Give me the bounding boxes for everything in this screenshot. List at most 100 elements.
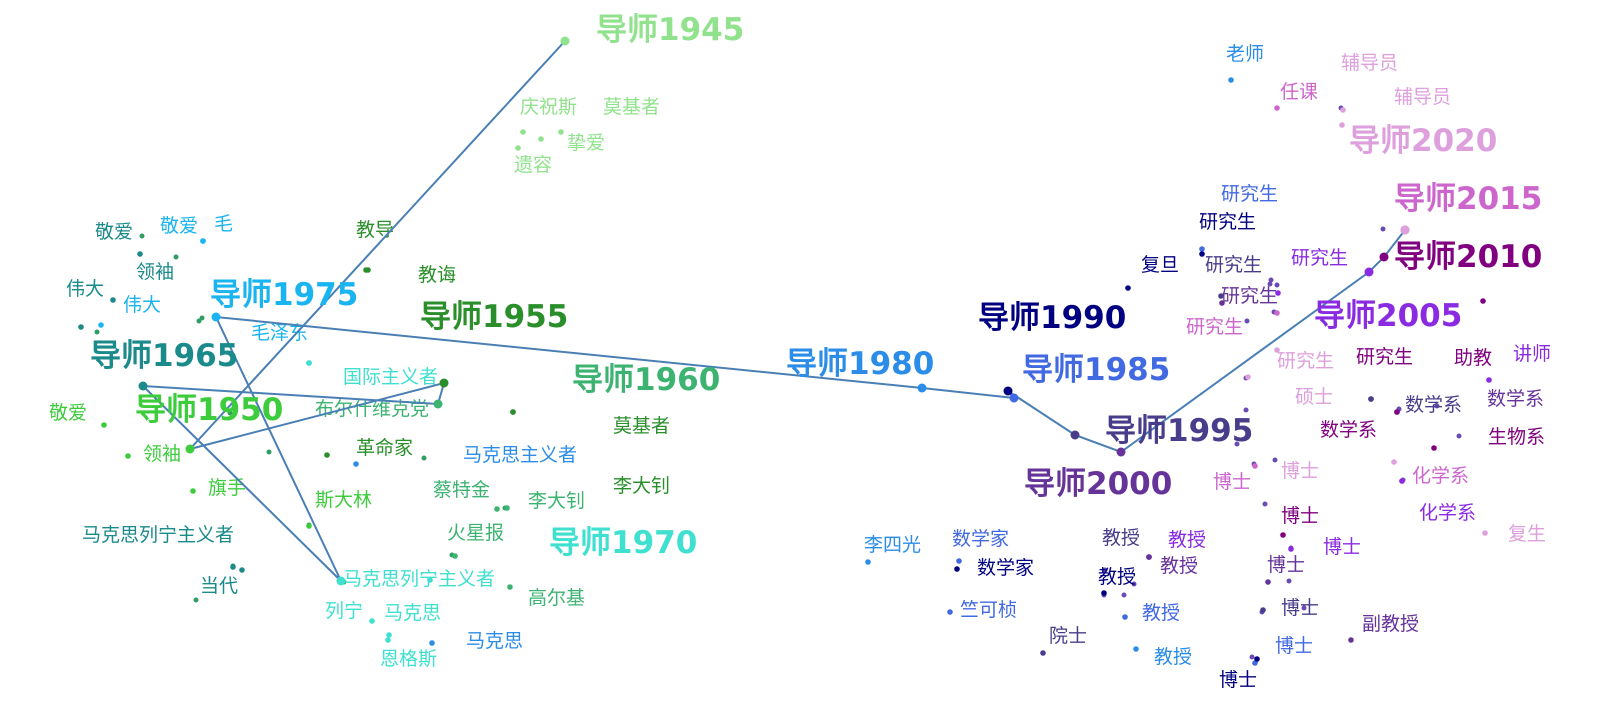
word-label: 生物系 [1488,426,1545,448]
word-label: 教授 [1102,527,1140,549]
word-point [1101,590,1107,596]
word-label: 博士 [1281,597,1319,619]
year-label: 导师1975 [210,277,358,313]
word-point [1272,457,1278,463]
word-point [507,584,513,590]
word-point [353,461,359,467]
word-point [1380,226,1386,232]
word-label: 研究生 [1356,346,1413,368]
word-point [230,564,236,570]
word-point [139,233,145,239]
word-label: 任课 [1280,81,1318,103]
year-point [211,312,221,322]
word-point [1268,277,1274,283]
word-point [1482,530,1488,536]
word-point [1102,567,1108,573]
word-point [1131,581,1137,587]
word-point [1486,377,1492,383]
year-label: 导师1950 [135,392,283,428]
word-label: 教授 [1168,529,1206,551]
word-label: 研究生 [1199,211,1256,233]
word-point [1301,605,1307,611]
word-label: 旗手 [208,477,246,499]
word-label: 敬爱 [160,215,198,237]
word-point [1456,433,1462,439]
word-point [1288,546,1294,552]
year-label: 导师1965 [90,338,238,374]
word-point [94,329,100,335]
year-label: 导师1960 [572,362,720,398]
word-label: 副教授 [1362,613,1419,635]
year-point [560,36,570,46]
word-point [1125,285,1131,291]
year-label: 导师2000 [1024,466,1172,502]
word-point [1280,532,1286,538]
year-label: 导师1970 [549,525,697,561]
word-point [1219,300,1225,306]
year-point [1379,252,1389,262]
word-label: 博士 [1267,554,1305,576]
word-label: 布尔什维克党 [315,398,429,420]
word-label: 领袖 [143,443,181,465]
word-label: 研究生 [1221,183,1278,205]
year-point [185,444,195,454]
word-label: 庆祝斯 [520,96,577,118]
year-point [1070,430,1080,440]
word-label: 老师 [1226,43,1264,65]
word-point [1122,614,1128,620]
word-point [196,318,202,324]
word-label: 马克思列宁主义者 [343,568,495,590]
word-point [227,410,233,416]
year-label: 导师2005 [1314,298,1462,334]
word-point [452,553,458,559]
word-point [1249,654,1255,660]
word-label: 博士 [1275,635,1313,657]
word-point [98,322,104,328]
word-point [137,251,143,257]
word-label: 教授 [1098,566,1136,588]
word-label: 辅导员 [1394,86,1451,108]
word-label: 辅导员 [1341,52,1398,74]
word-point [1228,77,1234,83]
word-point [504,505,510,511]
word-point [78,324,84,330]
word-point [1199,246,1205,252]
word-point [1040,650,1046,656]
word-point [1434,403,1440,409]
word-point [1218,293,1224,299]
word-label: 化学系 [1419,502,1476,524]
word-label: 敬爱 [95,221,133,243]
word-label: 教授 [1154,646,1192,668]
word-point [956,558,962,564]
word-point [1391,459,1397,465]
word-point [1368,396,1374,402]
year-point [1116,447,1126,457]
word-label: 革命家 [356,437,413,459]
word-point [1245,374,1251,380]
word-point [110,297,116,303]
word-label: 敬爱 [49,402,87,424]
word-point [510,409,516,415]
word-label: 领袖 [136,261,174,283]
word-point [1146,554,1152,560]
word-label: 助教 [1454,347,1492,369]
word-point [1267,281,1273,287]
word-label: 莫基者 [613,415,670,437]
word-point [1286,578,1292,584]
word-point [125,453,131,459]
word-point [1133,646,1139,652]
word-label: 李大钊 [613,475,670,497]
word-label: 数学家 [977,557,1034,579]
word-point [266,449,272,455]
word-point [520,129,526,135]
word-label: 竺可桢 [960,599,1017,621]
word-label: 高尔基 [528,587,585,609]
year-label: 导师2010 [1394,239,1542,275]
year-point [138,381,148,391]
word-point [386,632,392,638]
word-label: 讲师 [1513,343,1551,365]
word-point [1244,318,1250,324]
word-point [239,567,245,573]
word-label: 列宁 [325,600,363,622]
